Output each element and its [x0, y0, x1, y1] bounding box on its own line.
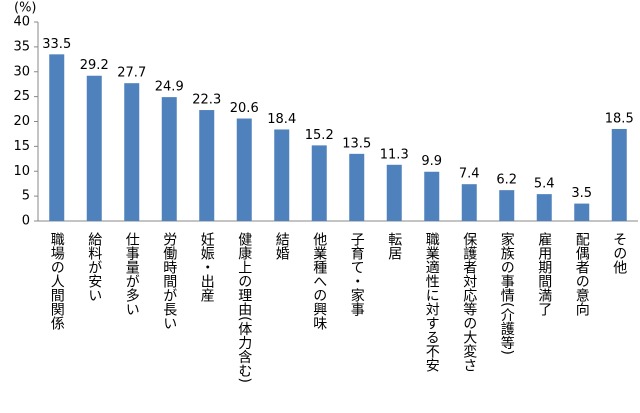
- y-tick-label: 35: [13, 39, 30, 54]
- data-label: 15.2: [305, 128, 334, 143]
- y-tick-label: 25: [13, 89, 30, 104]
- x-tick-label: 健康上の理由(体力含む): [236, 232, 252, 383]
- bar: [274, 129, 290, 221]
- y-tick-label: 0: [22, 214, 30, 229]
- y-tick-label: 30: [13, 64, 30, 79]
- x-tick-label: その他: [611, 232, 627, 275]
- data-label: 18.5: [605, 111, 634, 126]
- x-tick-label: 妊娠・出産: [199, 232, 215, 303]
- bar: [461, 184, 477, 221]
- data-label: 7.4: [459, 167, 480, 182]
- data-label: 13.5: [342, 136, 371, 151]
- bar: [124, 83, 140, 221]
- x-tick-label: 転居: [386, 232, 402, 260]
- x-tick-label: 配偶者の意向: [574, 232, 590, 316]
- x-tick-label: 他業種への興味: [311, 232, 327, 330]
- bar: [536, 194, 552, 221]
- bar: [86, 75, 102, 221]
- bar: [161, 97, 177, 221]
- data-label: 3.5: [571, 186, 592, 201]
- data-label: 5.4: [534, 177, 555, 192]
- data-label: 33.5: [42, 37, 71, 52]
- data-label: 18.4: [267, 112, 296, 127]
- data-label: 24.9: [155, 80, 184, 95]
- data-label: 11.3: [380, 147, 409, 162]
- bar: [199, 110, 215, 221]
- y-tick-label: 5: [22, 189, 30, 204]
- bar: [236, 118, 252, 221]
- x-tick-label: 仕事量が多い: [124, 232, 140, 316]
- bar: [349, 153, 365, 221]
- data-label: 27.7: [117, 66, 146, 81]
- bar: [386, 164, 402, 221]
- bar: [49, 54, 65, 222]
- x-tick-label: 職業適性に対する不安: [424, 232, 440, 372]
- bar: [611, 128, 627, 221]
- x-tick-label: 給料が安い: [86, 232, 102, 302]
- data-label: 29.2: [80, 58, 109, 73]
- data-label: 6.2: [496, 173, 517, 188]
- x-tick-label: 結婚: [274, 232, 290, 260]
- y-tick-label: 15: [13, 139, 30, 154]
- bar: [311, 145, 327, 221]
- y-tick-label: 40: [13, 15, 30, 30]
- x-tick-label: 雇用期間満了: [536, 231, 552, 316]
- x-tick-label: 職場の人間関係: [49, 232, 65, 331]
- data-label: 20.6: [230, 101, 259, 116]
- data-label: 9.9: [421, 154, 442, 169]
- y-tick-label: 10: [13, 164, 30, 179]
- bar: [424, 171, 440, 221]
- x-tick-label: 保護者対応等の大変さ: [461, 232, 477, 372]
- y-axis-unit: (%): [14, 1, 37, 16]
- x-tick-label: 家族の事情(介護等): [499, 231, 515, 355]
- bar: [574, 203, 590, 221]
- y-tick-label: 20: [13, 114, 30, 129]
- data-label: 22.3: [192, 93, 221, 108]
- x-tick-label: 労働時間が長い: [161, 232, 177, 330]
- x-tick-label: 子育て・家事: [349, 232, 365, 316]
- bar: [499, 190, 515, 221]
